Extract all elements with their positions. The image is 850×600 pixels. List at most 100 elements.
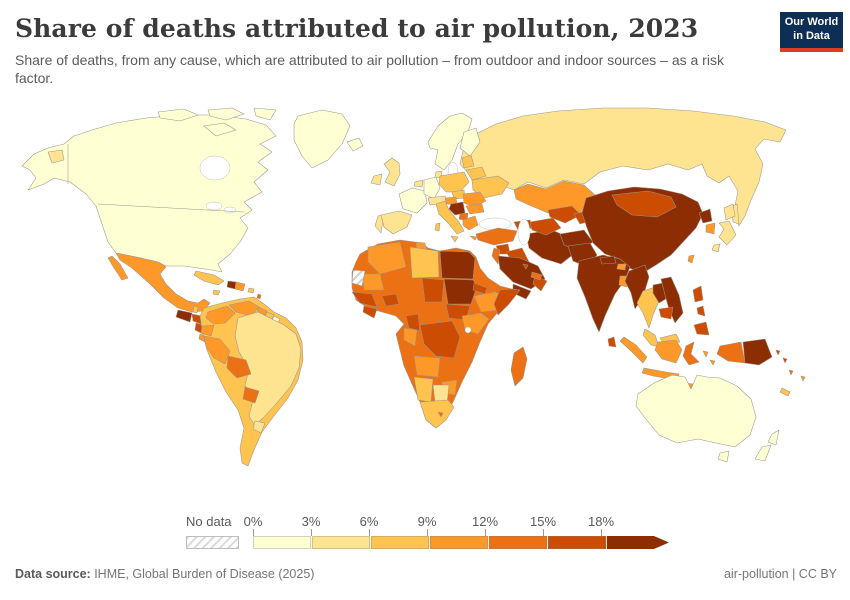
country-peru[interactable] — [203, 335, 231, 365]
country-guatemala[interactable] — [175, 309, 193, 323]
country-new-caledonia[interactable] — [779, 387, 791, 397]
country-taiwan[interactable] — [687, 254, 695, 264]
country-north-korea[interactable] — [698, 208, 713, 224]
footer-license[interactable]: air-pollution | CC BY — [723, 567, 837, 581]
legend-bin-6-9[interactable] — [370, 536, 429, 549]
country-sierra-leone-liberia[interactable] — [362, 305, 378, 319]
country-cambodia[interactable] — [658, 306, 674, 320]
country-canada-arctic-island[interactable] — [203, 122, 237, 137]
country-western-sahara[interactable] — [351, 269, 366, 287]
country-burkina-faso[interactable] — [381, 293, 400, 307]
country-iceland[interactable] — [346, 137, 364, 152]
country-mauritania[interactable] — [361, 273, 385, 291]
country-uruguay[interactable] — [252, 420, 266, 434]
country-indonesia-papua[interactable] — [716, 341, 746, 364]
country-russia-chukotka[interactable] — [47, 149, 65, 164]
country-lesotho[interactable] — [437, 411, 444, 418]
country-fiji[interactable] — [800, 375, 806, 382]
country-australia-tasmania[interactable] — [717, 450, 730, 463]
country-canada-arctic-island[interactable] — [207, 107, 245, 121]
country-haiti[interactable] — [226, 280, 237, 290]
country-india[interactable] — [576, 254, 631, 333]
country-indonesia-sumatra[interactable] — [619, 336, 648, 364]
country-nepal[interactable] — [599, 255, 617, 265]
country-senegal-guinea[interactable] — [351, 291, 378, 308]
country-south-africa[interactable] — [419, 399, 455, 429]
country-belize[interactable] — [192, 305, 199, 314]
country-greece-crete[interactable] — [469, 235, 478, 241]
country-papua-new-guinea[interactable] — [742, 338, 773, 366]
legend-bin-12-15[interactable] — [488, 536, 547, 549]
country-uae-qatar[interactable] — [530, 271, 543, 281]
country-dominican-republic[interactable] — [234, 281, 246, 292]
country-colombia[interactable] — [205, 305, 236, 325]
country-new-zealand[interactable] — [754, 444, 772, 462]
legend-bin-18-plus[interactable] — [606, 536, 669, 549]
country-vanuatu[interactable] — [788, 369, 794, 376]
country-benelux[interactable] — [413, 179, 424, 188]
country-canada-usa[interactable] — [21, 114, 277, 273]
legend-bin-0-3[interactable] — [253, 536, 311, 549]
country-philippines[interactable] — [696, 305, 706, 317]
country-mexico[interactable] — [115, 252, 211, 313]
owid-logo[interactable]: Our World in Data — [780, 12, 843, 52]
country-libya[interactable] — [409, 246, 440, 279]
country-new-zealand[interactable] — [767, 429, 780, 446]
country-turkey[interactable] — [475, 227, 518, 246]
country-ecuador[interactable] — [200, 324, 215, 337]
country-turkmenistan[interactable] — [529, 217, 562, 236]
country-poland-czechia[interactable] — [438, 171, 470, 193]
country-belarus[interactable] — [465, 166, 487, 181]
country-chad[interactable] — [421, 277, 445, 303]
country-philippines[interactable] — [692, 285, 704, 303]
country-lesser-antilles[interactable] — [256, 293, 262, 300]
country-japan-hokkaido[interactable] — [723, 203, 736, 221]
country-gabon-congo[interactable] — [403, 327, 418, 347]
country-ukraine[interactable] — [471, 175, 510, 199]
country-spain[interactable] — [380, 210, 413, 235]
country-vietnam[interactable] — [660, 276, 684, 324]
country-oman[interactable] — [532, 275, 548, 292]
country-paraguay[interactable] — [242, 386, 260, 404]
country-italy-sardinia[interactable] — [434, 222, 441, 232]
country-france[interactable] — [398, 187, 428, 214]
country-indonesia-kalimantan[interactable] — [654, 339, 683, 364]
country-puerto-rico[interactable] — [247, 287, 255, 294]
legend-no-data-swatch[interactable] — [186, 536, 239, 549]
country-germany[interactable] — [423, 176, 441, 200]
country-sri-lanka[interactable] — [607, 336, 617, 348]
country-indonesia-maluku[interactable] — [709, 359, 716, 366]
country-bulgaria[interactable] — [465, 203, 485, 215]
country-malaysia[interactable] — [642, 328, 660, 348]
country-indonesia-sulawesi[interactable] — [682, 341, 700, 366]
country-greece[interactable] — [462, 215, 479, 231]
country-mexico-baja[interactable] — [107, 255, 129, 281]
country-somalia[interactable] — [493, 288, 521, 316]
country-philippines[interactable] — [693, 321, 710, 336]
country-ireland[interactable] — [370, 173, 383, 186]
country-solomon-islands[interactable] — [782, 357, 788, 364]
country-indonesia-maluku[interactable] — [702, 350, 709, 358]
country-cameroon[interactable] — [405, 313, 421, 332]
country-italy[interactable] — [435, 200, 465, 235]
country-venezuela[interactable] — [228, 300, 260, 317]
country-sudan[interactable] — [443, 278, 478, 305]
country-egypt[interactable] — [439, 250, 476, 280]
country-bolivia[interactable] — [226, 355, 252, 379]
country-finland[interactable] — [459, 127, 481, 157]
country-australia[interactable] — [635, 374, 757, 448]
country-united-kingdom[interactable] — [383, 157, 401, 187]
country-namibia[interactable] — [413, 376, 434, 403]
country-japan-kyushu[interactable] — [711, 243, 721, 253]
country-angola[interactable] — [413, 355, 441, 378]
country-south-korea[interactable] — [705, 222, 716, 235]
country-italy-sicily[interactable] — [450, 235, 459, 243]
country-canada-arctic-island[interactable] — [253, 107, 277, 121]
country-kuwait[interactable] — [522, 263, 529, 270]
country-norway-sweden[interactable] — [427, 112, 473, 171]
country-israel-jordan[interactable] — [491, 247, 501, 265]
country-solomon-islands[interactable] — [775, 349, 781, 356]
country-dr-congo[interactable] — [419, 320, 461, 359]
country-bhutan[interactable] — [616, 263, 627, 271]
legend-bin-15-18[interactable] — [547, 536, 606, 549]
